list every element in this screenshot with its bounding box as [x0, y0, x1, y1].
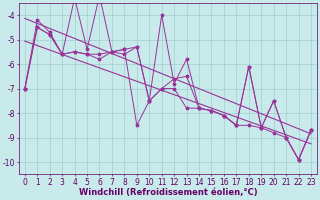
X-axis label: Windchill (Refroidissement éolien,°C): Windchill (Refroidissement éolien,°C): [79, 188, 257, 197]
